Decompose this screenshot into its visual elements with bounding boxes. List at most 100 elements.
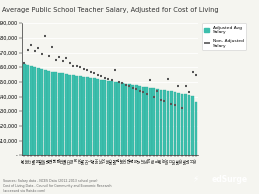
Bar bbox=[177, 93, 180, 155]
Point bbox=[166, 77, 170, 81]
Bar bbox=[131, 85, 134, 155]
Bar bbox=[33, 67, 36, 155]
Bar bbox=[107, 81, 110, 155]
Bar bbox=[149, 88, 152, 155]
Bar bbox=[37, 68, 40, 155]
Bar bbox=[65, 74, 68, 155]
Point bbox=[57, 55, 61, 59]
Bar bbox=[117, 82, 120, 155]
Point bbox=[124, 83, 128, 86]
Bar bbox=[82, 77, 85, 155]
Point bbox=[169, 102, 174, 106]
Point bbox=[54, 58, 58, 61]
Point bbox=[187, 91, 191, 94]
Bar bbox=[195, 102, 197, 155]
Bar bbox=[184, 94, 187, 155]
Point bbox=[75, 64, 79, 67]
Point bbox=[117, 80, 121, 83]
Bar bbox=[110, 81, 113, 155]
Point bbox=[36, 47, 40, 50]
Point bbox=[110, 79, 114, 82]
Point bbox=[78, 66, 82, 69]
Bar bbox=[26, 66, 29, 155]
Point bbox=[155, 89, 160, 92]
Bar bbox=[160, 90, 162, 155]
Point bbox=[152, 95, 156, 98]
Bar bbox=[135, 85, 138, 155]
Point bbox=[71, 64, 75, 67]
Point bbox=[145, 92, 149, 95]
Point bbox=[162, 99, 167, 102]
Bar bbox=[96, 79, 99, 155]
Bar bbox=[72, 75, 75, 155]
Text: Sources: Salary data - NCES Data (2012-2013 school year)
Cost of Living Data - C: Sources: Salary data - NCES Data (2012-2… bbox=[3, 179, 111, 193]
Bar bbox=[153, 88, 155, 155]
Bar bbox=[156, 89, 159, 155]
Bar bbox=[79, 76, 82, 155]
Point bbox=[61, 60, 65, 63]
Point bbox=[64, 57, 68, 60]
Bar bbox=[146, 87, 148, 155]
Point bbox=[180, 107, 184, 110]
Point bbox=[33, 50, 37, 53]
Bar bbox=[139, 86, 141, 155]
Point bbox=[131, 86, 135, 89]
Bar bbox=[30, 66, 33, 155]
Bar bbox=[89, 78, 92, 155]
Bar bbox=[68, 75, 71, 155]
Bar bbox=[163, 90, 166, 155]
Bar bbox=[128, 84, 131, 155]
Point bbox=[159, 98, 163, 101]
Bar bbox=[103, 80, 106, 155]
Point bbox=[40, 53, 44, 56]
Point bbox=[183, 85, 188, 88]
Point bbox=[89, 70, 93, 73]
Point bbox=[85, 69, 89, 72]
Point bbox=[68, 61, 72, 64]
Bar bbox=[75, 76, 78, 155]
Point bbox=[99, 74, 103, 78]
Point bbox=[26, 48, 30, 51]
Point bbox=[113, 69, 117, 72]
Legend: Adjusted Avg
Salary, Non- Adjusted
Salary: Adjusted Avg Salary, Non- Adjusted Salar… bbox=[202, 23, 246, 50]
Bar bbox=[181, 94, 183, 155]
Bar bbox=[51, 72, 54, 155]
Bar bbox=[170, 91, 173, 155]
Bar bbox=[167, 91, 169, 155]
Bar bbox=[44, 70, 47, 155]
Bar bbox=[54, 72, 57, 155]
Bar bbox=[40, 69, 43, 155]
Bar bbox=[174, 92, 176, 155]
Bar bbox=[100, 80, 103, 155]
Bar bbox=[61, 73, 64, 155]
Point bbox=[92, 72, 96, 75]
Point bbox=[82, 67, 86, 70]
Bar bbox=[93, 78, 96, 155]
Point bbox=[190, 70, 195, 73]
Bar bbox=[47, 71, 50, 155]
Point bbox=[43, 35, 47, 38]
Bar bbox=[114, 82, 117, 155]
Point bbox=[194, 73, 198, 76]
Point bbox=[50, 45, 54, 48]
Bar bbox=[23, 64, 26, 155]
Point bbox=[120, 82, 124, 85]
Point bbox=[141, 91, 146, 94]
Text: Average Public School Teacher Salary, Adjusted for Cost of Living: Average Public School Teacher Salary, Ad… bbox=[2, 7, 218, 13]
Point bbox=[103, 76, 107, 79]
Bar bbox=[191, 96, 194, 155]
Bar bbox=[86, 77, 89, 155]
Point bbox=[134, 88, 139, 91]
Point bbox=[106, 77, 110, 81]
Bar bbox=[142, 87, 145, 155]
Bar bbox=[121, 83, 124, 155]
Point bbox=[47, 54, 51, 57]
Point bbox=[138, 89, 142, 92]
Point bbox=[173, 104, 177, 107]
Text: ⚡: ⚡ bbox=[192, 175, 198, 184]
Bar bbox=[58, 73, 61, 155]
Point bbox=[29, 44, 33, 47]
Point bbox=[127, 85, 132, 88]
Point bbox=[176, 85, 181, 88]
Bar bbox=[188, 95, 190, 155]
